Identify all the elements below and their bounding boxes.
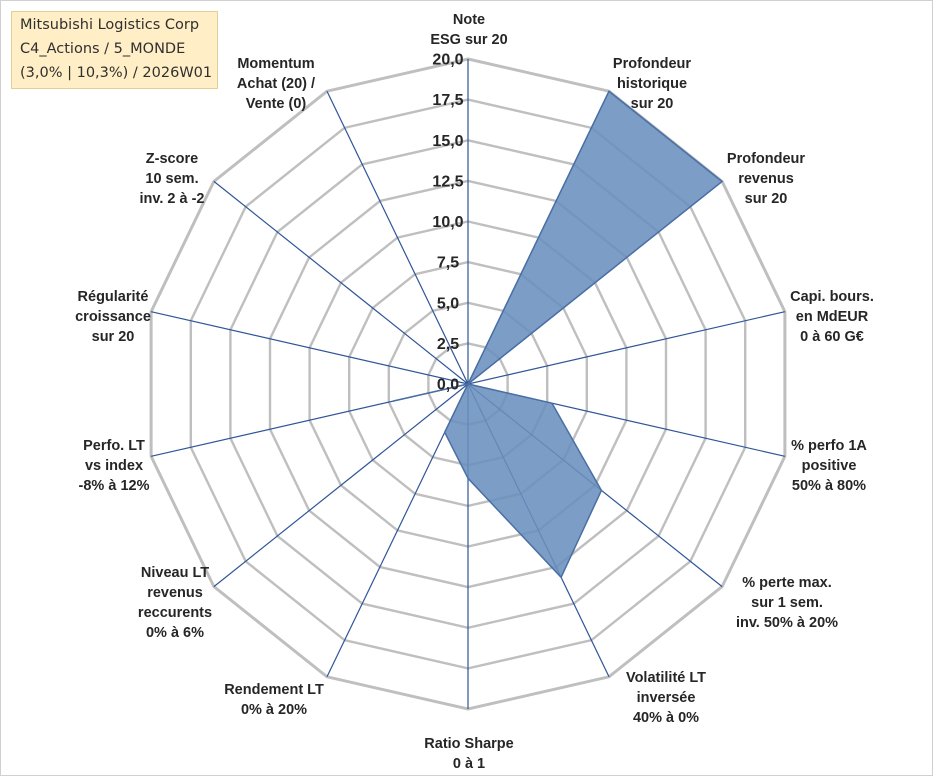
axis-label-line: historique (617, 76, 687, 92)
axis-label-line: 0% à 20% (241, 702, 307, 718)
axis-label-line: inv. 50% à 20% (736, 615, 838, 631)
axis-label-line: positive (802, 458, 857, 474)
axis-label-line: Vente (0) (246, 96, 307, 112)
radar-axis-labels: Note ESG sur 20 Profondeur historique sur 20… (75, 12, 874, 772)
axis-label-line: % perfo 1A (791, 438, 867, 454)
axis-label: Momentum Achat (20) / Vente (0) (237, 56, 315, 112)
tick-label: 2,5 (437, 336, 459, 353)
axis-label-line: revenus (738, 171, 794, 187)
axis-label-line: 40% à 0% (633, 710, 699, 726)
axis-label-line: Profondeur (727, 151, 805, 167)
tick-label: 17,5 (432, 92, 463, 109)
axis-label: Capi. bours. en MdEUR 0 à 60 G€ (790, 289, 874, 345)
axis-label-line: Profondeur (613, 56, 691, 72)
axis-label: Profondeur revenus sur 20 (727, 151, 805, 207)
title-line-stats: (3,0% | 10,3%) / 2026W01 (20, 65, 213, 81)
axis-label-line: Z-score (146, 151, 198, 167)
axis-label: % perfo 1A positive 50% à 80% (791, 438, 867, 494)
tick-label: 20,0 (432, 52, 463, 69)
axis-spoke (150, 311, 469, 385)
axis-label-line: Capi. bours. (790, 289, 874, 305)
axis-label-line: en MdEUR (796, 309, 869, 325)
axis-label-line: Ratio Sharpe (424, 736, 513, 752)
axis-label-line: Achat (20) / (237, 76, 315, 92)
axis-label-line: 0 à 60 G€ (800, 329, 864, 345)
chart-title-box: Mitsubishi Logistics Corp C4_Actions / 5… (11, 11, 218, 89)
axis-spoke (467, 311, 786, 385)
axis-spoke (213, 180, 469, 385)
axis-label-line: -8% à 12% (79, 478, 150, 494)
axis-label-line: Volatilité LT (626, 670, 706, 686)
axis-spoke (213, 383, 469, 588)
axis-label-line: vs index (85, 458, 143, 474)
radar-tick-labels: 0,0 2,5 5,0 7,5 10,0 12,5 15,0 17,5 20,0 (432, 52, 463, 394)
axis-label: Rendement LT 0% à 20% (224, 682, 324, 718)
axis-label-line: sur 20 (745, 191, 788, 207)
title-line-category: C4_Actions / 5_MONDE (20, 41, 186, 57)
axis-label-line: Momentum (237, 56, 314, 72)
tick-label: 0,0 (437, 377, 459, 394)
axis-label-line: % perte max. (742, 575, 831, 591)
axis-label: Régularité croissance sur 20 (75, 289, 151, 345)
tick-label: 7,5 (437, 255, 459, 272)
axis-label: Perfo. LT vs index -8% à 12% (79, 438, 150, 494)
axis-label: Profondeur historique sur 20 (613, 56, 691, 112)
radar-series (392, 90, 723, 579)
axis-label: Z-score 10 sem. inv. 2 à -2 (139, 151, 204, 207)
series-area (392, 90, 723, 579)
axis-label: Niveau LT revenus reccurents 0% à 6% (138, 565, 212, 641)
axis-label-line: sur 20 (92, 329, 135, 345)
axis-label-line: Perfo. LT (83, 438, 145, 454)
axis-label-line: 0% à 6% (146, 625, 204, 641)
axis-spoke (326, 90, 469, 385)
axis-label-line: inversée (637, 690, 696, 706)
axis-label-line: inv. 2 à -2 (139, 191, 204, 207)
title-line-company: Mitsubishi Logistics Corp (20, 17, 200, 33)
axis-label-line: reccurents (138, 605, 212, 621)
axis-label-line: 50% à 80% (792, 478, 866, 494)
axis-label-line: Note (453, 12, 485, 28)
axis-label-line: sur 1 sem. (751, 595, 823, 611)
axis-label-line: croissance (75, 309, 151, 325)
axis-label-line: sur 20 (631, 96, 674, 112)
axis-label: Ratio Sharpe 0 à 1 (424, 736, 513, 772)
tick-label: 12,5 (432, 173, 463, 190)
axis-label-line: Niveau LT (141, 565, 209, 581)
axis-label: Note ESG sur 20 (430, 12, 507, 48)
tick-label: 15,0 (432, 133, 463, 150)
axis-label-line: revenus (147, 585, 203, 601)
axis-label-line: 0 à 1 (453, 756, 485, 772)
axis-label-line: Rendement LT (224, 682, 324, 698)
axis-label-line: ESG sur 20 (430, 32, 507, 48)
axis-label-line: 10 sem. (145, 171, 198, 187)
axis-label: Volatilité LT inversée 40% à 0% (626, 670, 706, 726)
axis-label-line: Régularité (78, 289, 149, 305)
axis-label: % perte max. sur 1 sem. inv. 50% à 20% (736, 575, 838, 631)
tick-label: 10,0 (432, 214, 463, 231)
tick-label: 5,0 (437, 295, 459, 312)
